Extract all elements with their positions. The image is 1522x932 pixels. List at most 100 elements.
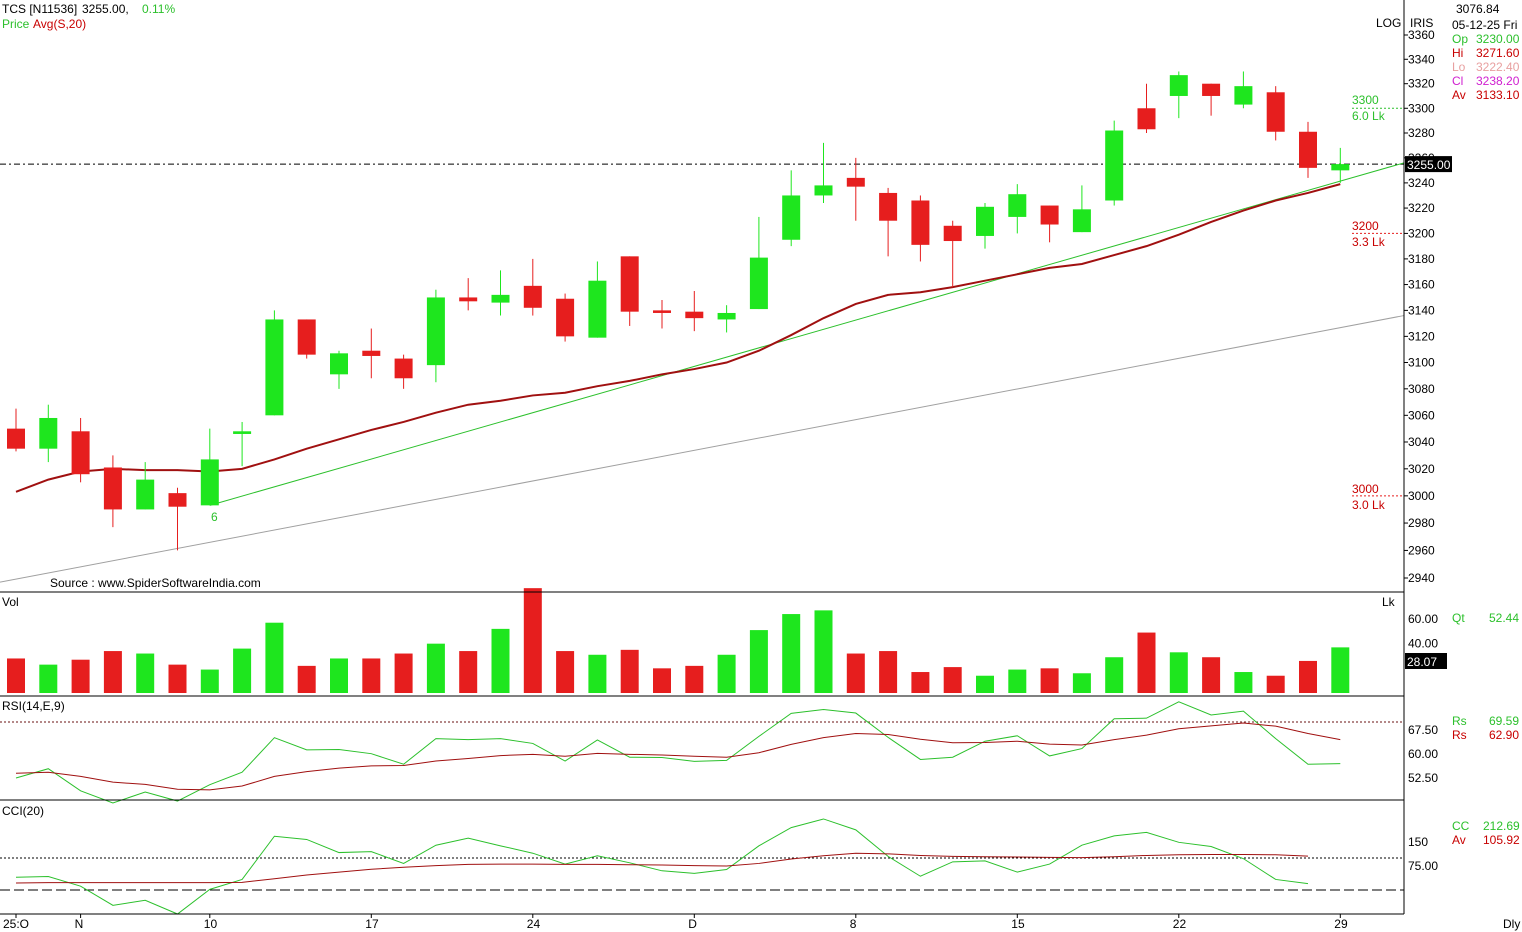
volume-bar — [1137, 632, 1156, 693]
periodicity-label[interactable]: Dly — [1503, 917, 1521, 931]
candle-body — [1169, 75, 1188, 96]
volume-bar — [1008, 669, 1027, 693]
volume-bar — [136, 653, 155, 693]
volume-bar — [1234, 672, 1253, 693]
price-tick-label: 3240 — [1408, 176, 1435, 190]
volume-plot: 40.00 60.00 28.07 — [7, 588, 1447, 693]
volume-bar — [1266, 675, 1285, 693]
candle-body — [846, 177, 865, 187]
candle-body — [362, 350, 381, 356]
price-tick-label: 3360 — [1408, 28, 1435, 42]
candle — [814, 142, 833, 204]
volume-bar — [782, 614, 801, 693]
candle-body — [1008, 194, 1027, 217]
candle — [653, 300, 671, 329]
high-value: 3271.60 — [1476, 46, 1520, 60]
x-tick-label: N — [75, 917, 84, 931]
trendline-start-label: 6 — [211, 510, 218, 524]
volume-bar — [426, 643, 445, 693]
volume-bar — [1331, 647, 1350, 693]
log-scale-label[interactable]: LOG — [1376, 16, 1402, 30]
level-3000-oi: 3.0 Lk — [1352, 498, 1385, 512]
volume-bar — [879, 651, 898, 693]
volume-bar — [846, 653, 865, 693]
cci-av-value: 105.92 — [1483, 833, 1520, 847]
volume-bar — [39, 664, 58, 693]
candle — [523, 258, 542, 316]
sma-legend-label: Avg(S,20) — [33, 17, 87, 31]
x-tick-label: 17 — [365, 917, 379, 931]
volume-bar — [523, 588, 542, 693]
volume-bar — [297, 665, 316, 693]
cci-title: CCI(20) — [2, 804, 45, 818]
candle-body — [879, 192, 898, 221]
volume-bar — [362, 658, 381, 693]
candle-body — [459, 297, 478, 302]
volume-bar — [749, 630, 768, 693]
volume-unit: Lk — [1382, 595, 1395, 609]
candle-body — [103, 467, 122, 510]
volume-bar — [1040, 668, 1059, 693]
x-tick-label: 22 — [1173, 917, 1187, 931]
price-tick-label: 3080 — [1408, 382, 1435, 396]
level-3300-label: 3300 — [1352, 93, 1379, 107]
volume-bar — [911, 672, 930, 693]
cci-cc-label: CC — [1452, 819, 1470, 833]
volume-bar — [1299, 660, 1317, 693]
price-tick-label: 3140 — [1408, 303, 1435, 317]
candle — [1234, 71, 1253, 109]
cursor-price-label: 3076.84 — [1456, 2, 1500, 16]
x-tick-label: 25:O — [3, 917, 29, 931]
volume-bar — [717, 654, 736, 693]
close-label: Cl — [1452, 74, 1464, 88]
candle — [39, 404, 58, 463]
price-tick-label: 2960 — [1408, 543, 1435, 557]
candle — [330, 350, 348, 389]
rsi-tick-label: 52.50 — [1408, 771, 1438, 785]
volume-bar — [588, 654, 607, 693]
price-tick-label: 3160 — [1408, 278, 1435, 292]
sma20-line — [15, 183, 1341, 493]
level-3200-oi: 3.3 Lk — [1352, 235, 1385, 249]
candle-body — [717, 312, 736, 320]
last-price-badge — [1405, 156, 1452, 173]
candle — [717, 305, 736, 333]
cci-signal-line — [15, 852, 1309, 884]
volume-bar — [168, 664, 187, 693]
candle-body — [1137, 108, 1156, 130]
volume-qt-value: 52.44 — [1489, 611, 1520, 625]
price-tick-label: 3060 — [1408, 408, 1435, 422]
candle-body — [200, 459, 219, 506]
candle — [426, 289, 445, 383]
open-label: Op — [1452, 32, 1469, 46]
panel-frames: 25:O N 10 17 24 D 8 15 22 29 — [0, 0, 1405, 931]
candle — [233, 421, 252, 467]
candle — [103, 455, 122, 528]
volume-bar — [620, 649, 639, 693]
candle — [911, 195, 930, 262]
rsi-rs1-label: Rs — [1452, 714, 1467, 728]
candle-body — [491, 294, 510, 303]
volume-bar — [1169, 652, 1188, 693]
candle-body — [814, 185, 833, 196]
level-3000-label: 3000 — [1352, 482, 1379, 496]
x-tick-label: 29 — [1334, 917, 1348, 931]
candle — [491, 270, 510, 316]
rsi-rs1-value: 69.59 — [1489, 714, 1520, 728]
last-price-label: 3255.00, — [82, 2, 129, 16]
x-tick-label: 24 — [527, 917, 541, 931]
cci-line — [15, 818, 1309, 915]
candle — [265, 310, 284, 416]
last-price-badge-text: 3255.00 — [1407, 158, 1451, 172]
high-label: Hi — [1452, 46, 1464, 60]
indicator-label: Price — [2, 17, 30, 31]
candle — [1331, 147, 1350, 183]
avg-label: Av — [1452, 88, 1466, 102]
price-tick-label: 2980 — [1408, 516, 1435, 530]
candle — [620, 256, 639, 326]
candle — [7, 408, 25, 452]
candle-body — [556, 298, 575, 337]
x-tick-label: 15 — [1011, 917, 1025, 931]
volume-bar — [685, 665, 704, 693]
